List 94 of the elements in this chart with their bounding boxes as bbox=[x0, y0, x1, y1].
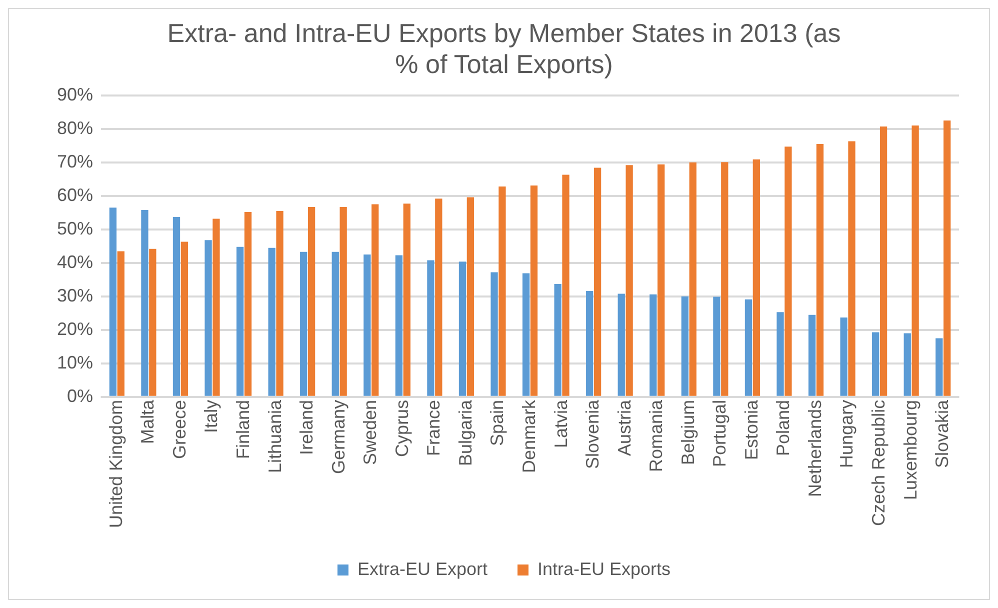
bar bbox=[721, 162, 728, 396]
x-tick-label: France bbox=[424, 400, 444, 456]
y-tick-label: 80% bbox=[56, 118, 94, 138]
x-tick-label: Malta bbox=[138, 398, 158, 444]
x-tick-label: Hungary bbox=[836, 400, 857, 468]
bar bbox=[936, 338, 943, 396]
x-tick-label: Denmark bbox=[518, 398, 539, 473]
bar bbox=[458, 262, 466, 396]
bar bbox=[681, 296, 688, 396]
bar bbox=[427, 260, 434, 396]
bar bbox=[554, 284, 562, 396]
bar bbox=[618, 294, 625, 396]
bar bbox=[626, 165, 633, 396]
bar bbox=[300, 252, 308, 396]
bar bbox=[776, 312, 784, 396]
bar bbox=[268, 248, 276, 396]
x-tick-label: Poland bbox=[773, 400, 794, 456]
bar bbox=[117, 251, 124, 396]
bar bbox=[340, 206, 347, 396]
bar bbox=[530, 186, 538, 396]
bar bbox=[332, 252, 339, 396]
bar bbox=[912, 126, 919, 396]
bar bbox=[308, 206, 316, 396]
y-tick-label: 20% bbox=[56, 318, 94, 339]
bar bbox=[276, 210, 284, 396]
x-tick-label: Finland bbox=[232, 400, 253, 459]
bar bbox=[403, 204, 410, 396]
x-tick-label: Netherlands bbox=[804, 400, 825, 497]
chart-title: Extra- and Intra-EU Exports by Member States in 2013 (as % of Total Exports) bbox=[167, 18, 841, 79]
x-tick-label: United Kingdom bbox=[106, 400, 126, 528]
x-tick-label: Greece bbox=[169, 400, 190, 459]
bar bbox=[848, 141, 856, 396]
bar bbox=[466, 197, 474, 396]
y-tick-label: 40% bbox=[56, 252, 94, 272]
bar bbox=[109, 208, 117, 396]
bar bbox=[944, 120, 951, 396]
bar bbox=[594, 168, 602, 396]
bar bbox=[784, 146, 792, 396]
bar bbox=[562, 174, 570, 396]
bar bbox=[872, 332, 880, 396]
x-tick-label: Germany bbox=[328, 400, 348, 474]
x-tick-label: Belgium bbox=[678, 400, 698, 465]
bar bbox=[236, 246, 244, 396]
x-tick-label: Estonia bbox=[741, 398, 762, 460]
x-tick-label: Cyprus bbox=[392, 400, 412, 457]
bar bbox=[586, 291, 594, 396]
bar bbox=[180, 242, 188, 396]
bar bbox=[372, 204, 379, 396]
bar bbox=[141, 210, 148, 396]
bar bbox=[808, 314, 816, 396]
x-tick-label: Ireland bbox=[296, 400, 317, 455]
bar bbox=[752, 159, 760, 396]
bar bbox=[522, 273, 530, 396]
y-tick-label: 70% bbox=[56, 151, 94, 172]
legend-label: Extra-EU Export bbox=[357, 558, 488, 579]
x-tick-label: Italy bbox=[201, 400, 222, 433]
y-tick-label: 50% bbox=[56, 218, 94, 238]
x-tick-label: Portugal bbox=[710, 400, 730, 467]
bar bbox=[435, 198, 442, 396]
bar bbox=[244, 212, 252, 396]
bar bbox=[498, 186, 506, 396]
bar bbox=[490, 272, 498, 396]
y-tick-label: 90% bbox=[56, 84, 94, 104]
x-tick-label: Lithuania bbox=[264, 398, 285, 474]
x-tick-label: Slovakia bbox=[932, 398, 952, 468]
bar bbox=[149, 248, 156, 396]
x-tick-label: Spain bbox=[487, 400, 508, 446]
y-tick-label: 10% bbox=[56, 352, 94, 372]
bar bbox=[904, 333, 911, 396]
x-tick-label: Sweden bbox=[360, 400, 380, 465]
x-tick-label: Bulgaria bbox=[455, 398, 476, 466]
bar bbox=[204, 240, 212, 396]
bar bbox=[364, 254, 371, 396]
x-tick-label: Czech Republic bbox=[868, 400, 889, 526]
bar bbox=[744, 299, 752, 396]
bar bbox=[689, 162, 696, 396]
legend-label: Intra-EU Exports bbox=[537, 558, 671, 579]
bar bbox=[816, 144, 824, 396]
bar bbox=[840, 318, 848, 396]
x-tick-label: Latvia bbox=[550, 398, 571, 448]
y-tick-label: 0% bbox=[67, 386, 94, 406]
x-tick-label: Austria bbox=[614, 398, 634, 456]
bar bbox=[172, 217, 180, 396]
y-tick-label: 30% bbox=[56, 285, 94, 306]
bar bbox=[713, 296, 720, 396]
bar bbox=[658, 164, 665, 396]
x-tick-label: Slovenia bbox=[582, 398, 603, 469]
y-tick-label: 60% bbox=[56, 184, 94, 205]
bar bbox=[880, 126, 888, 396]
x-tick-label: Romania bbox=[646, 398, 666, 472]
x-tick-label: Luxembourg bbox=[900, 400, 920, 500]
bar bbox=[212, 218, 220, 396]
bar bbox=[395, 255, 403, 396]
bar bbox=[650, 294, 657, 396]
